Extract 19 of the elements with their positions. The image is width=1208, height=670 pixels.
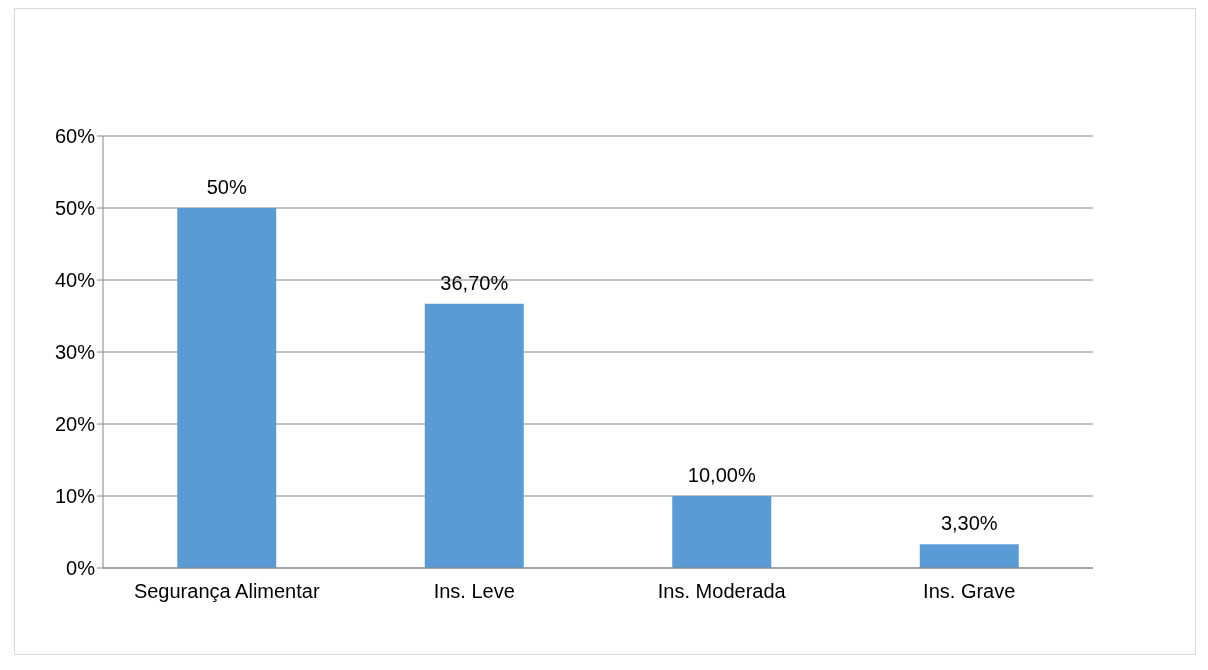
- data-label: 50%: [206, 176, 247, 198]
- y-tick-label: 20%: [54, 413, 96, 436]
- x-tick-label: Ins. Moderada: [657, 580, 787, 603]
- data-label: 3,30%: [940, 512, 998, 535]
- y-tick-label: 0%: [66, 557, 96, 580]
- y-tick-label: 10%: [54, 485, 96, 508]
- y-tick-label: 50%: [54, 197, 96, 220]
- bar: [672, 496, 772, 568]
- x-tick-label: Segurança Alimentar: [133, 580, 320, 603]
- bar: [919, 544, 1019, 568]
- y-tick-label: 40%: [54, 269, 96, 292]
- x-tick-label: Ins. Leve: [433, 580, 515, 603]
- x-tick-label: Ins. Grave: [923, 580, 1016, 603]
- data-label: 36,70%: [440, 271, 509, 294]
- y-tick-label: 30%: [54, 341, 96, 364]
- y-tick-label: 60%: [54, 125, 96, 148]
- data-label: 10,00%: [687, 464, 756, 486]
- bar: [424, 303, 524, 568]
- bar: [177, 208, 277, 568]
